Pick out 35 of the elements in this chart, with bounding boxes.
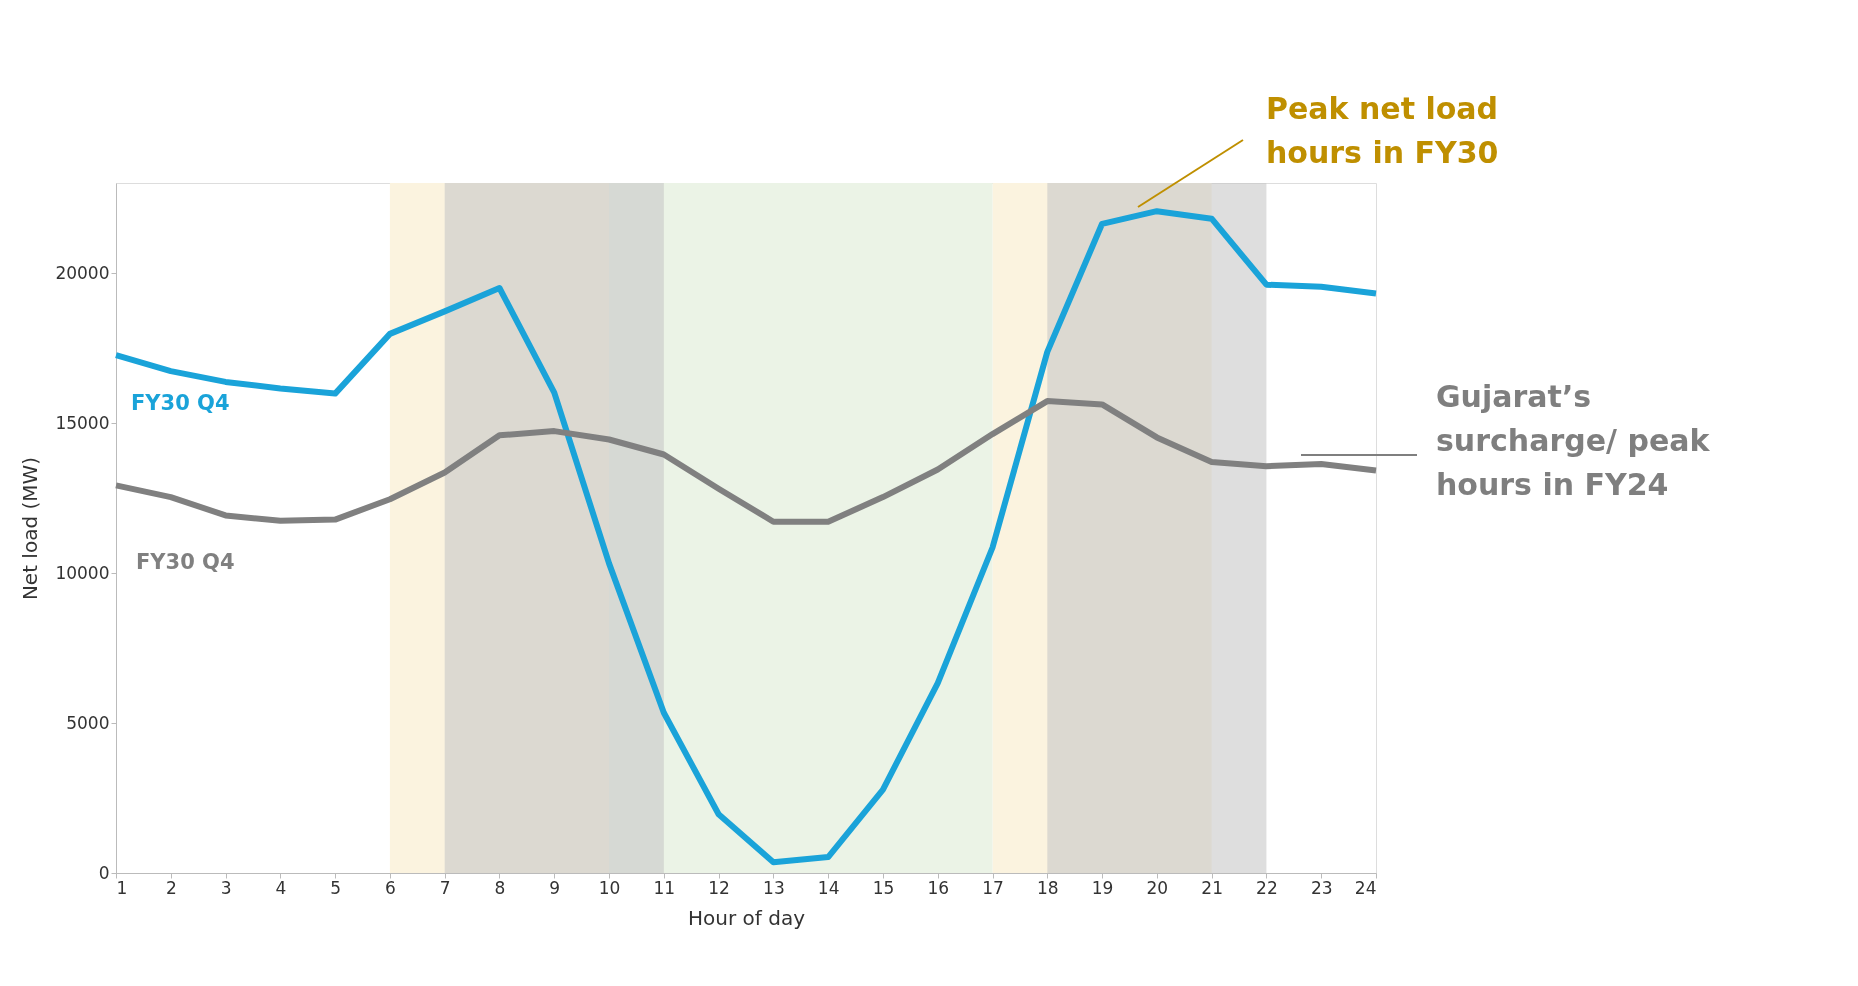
- x-tick-label: 3: [220, 877, 232, 898]
- x-tick-label: 12: [708, 877, 730, 898]
- x-tick-label: 22: [1256, 877, 1278, 898]
- x-tick-label: 8: [494, 877, 506, 898]
- series-label: FY30 Q4: [136, 549, 235, 574]
- x-tick-label: 23: [1310, 877, 1333, 898]
- x-tick-label: 6: [385, 877, 396, 898]
- x-axis-title: Hour of day: [688, 905, 806, 930]
- x-tick-label: 21: [1201, 877, 1223, 898]
- x-tick-label: 11: [653, 877, 676, 898]
- x-tick-label: 13: [763, 877, 785, 898]
- y-axis-title: Net load (MW): [18, 456, 43, 601]
- series-label: FY30 Q4: [131, 390, 230, 415]
- y-tick-label: 5000: [66, 712, 110, 733]
- x-tick-label: 24: [1354, 877, 1377, 898]
- x-tick-label: 18: [1036, 877, 1059, 898]
- x-tick-label: 15: [872, 877, 895, 898]
- x-tick-label: 19: [1091, 877, 1114, 898]
- x-tick-label: 10: [598, 877, 621, 898]
- x-tick-label: 20: [1146, 877, 1169, 898]
- x-tick-label: 14: [817, 877, 840, 898]
- x-tick-label: 4: [275, 877, 287, 898]
- y-tick-label: 0: [98, 862, 110, 883]
- x-tick-label: 2: [165, 877, 177, 898]
- x-tick-label: 1: [116, 877, 128, 898]
- x-tick-label: 16: [927, 877, 950, 898]
- y-tick-label: 15000: [55, 412, 110, 433]
- x-tick-label: 9: [549, 877, 561, 898]
- text: Gujarat’s surcharge/ peak hours in FY24: [1436, 379, 1711, 502]
- y-tick-label: 20000: [55, 262, 110, 283]
- x-tick-label: 5: [330, 877, 342, 898]
- text: Peak net load hours in FY30: [1266, 91, 1499, 170]
- x-tick-label: 7: [439, 877, 451, 898]
- x-tick-label: 17: [982, 877, 1004, 898]
- y-tick-label: 10000: [55, 562, 110, 583]
